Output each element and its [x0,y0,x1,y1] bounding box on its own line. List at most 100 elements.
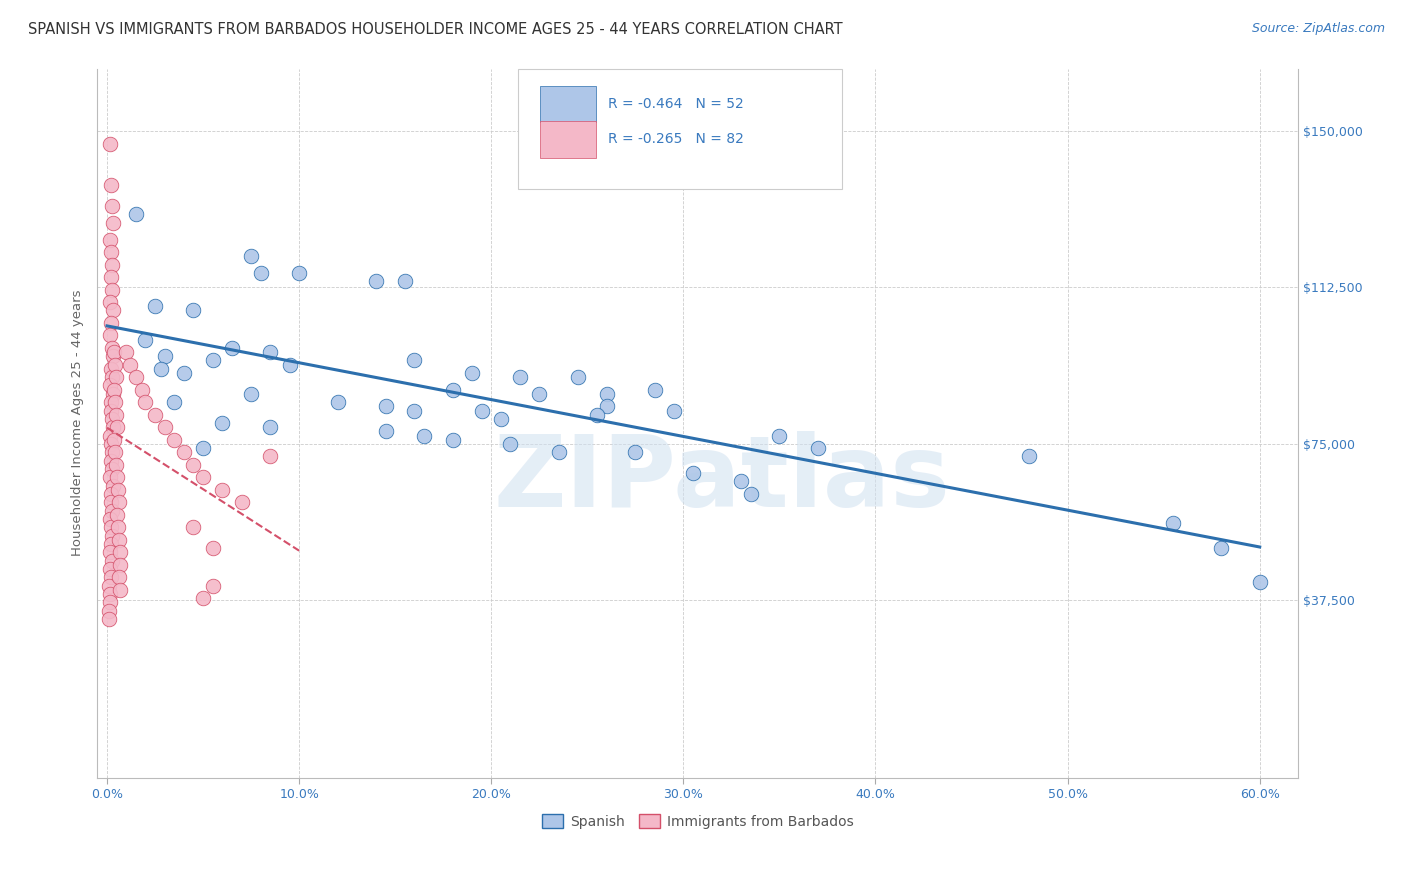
Point [183,458,205,472]
Point [374,400,396,414]
Point [143,299,166,313]
Point [211,416,233,430]
Point [98,136,121,151]
Point [100,378,122,392]
Point [100,595,122,609]
FancyBboxPatch shape [517,69,842,189]
Point [404,403,426,417]
Point [201,541,224,556]
Point [101,199,124,213]
Point [100,495,122,509]
Point [326,395,349,409]
Point [103,433,125,447]
Point [101,412,124,426]
Point [101,258,124,272]
Point [1161,516,1184,530]
Point [163,395,186,409]
Point [682,466,704,480]
Point [101,387,124,401]
Point [100,562,122,576]
Point [183,520,205,534]
Point [211,483,233,497]
Point [100,453,122,467]
Point [100,178,122,193]
Point [586,408,609,422]
Point [107,483,129,497]
Point [100,270,122,285]
Point [259,450,281,464]
Point [153,349,176,363]
Point [149,361,172,376]
Point [259,420,281,434]
Point [100,316,122,330]
Point [107,520,129,534]
Point [173,366,195,380]
Point [461,366,484,380]
Point [143,408,166,422]
Point [101,503,124,517]
Point [183,303,205,318]
Point [103,345,125,359]
Point [107,570,129,584]
Point [163,433,186,447]
Point [100,245,122,260]
Point [110,558,132,572]
Point [125,370,148,384]
Point [259,345,281,359]
Point [288,266,311,280]
Point [98,579,121,593]
Point [595,387,617,401]
Legend: Spanish, Immigrants from Barbados: Spanish, Immigrants from Barbados [537,808,859,834]
Point [529,387,551,401]
Point [1211,541,1233,556]
Point [101,370,124,384]
Point [374,425,396,439]
Point [768,428,790,442]
Point [1249,574,1271,589]
Point [107,495,129,509]
Text: R = -0.464   N = 52: R = -0.464 N = 52 [607,97,744,111]
Point [662,403,685,417]
Point [201,353,224,368]
Point [100,395,122,409]
Point [131,383,153,397]
Point [100,328,122,343]
Text: ZIPatlas: ZIPatlas [494,431,950,528]
Point [441,383,464,397]
Point [191,441,214,455]
Point [740,487,762,501]
Point [278,358,301,372]
Point [101,349,124,363]
Point [567,370,589,384]
Text: Source: ZipAtlas.com: Source: ZipAtlas.com [1251,22,1385,36]
Point [807,441,830,455]
Point [134,395,156,409]
Point [104,408,127,422]
Point [153,420,176,434]
Text: SPANISH VS IMMIGRANTS FROM BARBADOS HOUSEHOLDER INCOME AGES 25 - 44 YEARS CORREL: SPANISH VS IMMIGRANTS FROM BARBADOS HOUS… [28,22,842,37]
Point [105,508,128,522]
Point [101,554,124,568]
FancyBboxPatch shape [540,86,596,122]
Point [105,470,128,484]
Point [441,433,464,447]
Point [471,403,494,417]
Point [98,587,121,601]
Point [191,591,214,606]
Point [105,420,128,434]
FancyBboxPatch shape [540,121,596,158]
Text: R = -0.265   N = 82: R = -0.265 N = 82 [607,132,744,146]
Point [100,520,122,534]
Point [98,295,121,310]
Point [100,428,122,442]
Point [107,533,129,547]
Point [201,579,224,593]
Point [240,387,263,401]
Point [98,604,121,618]
Point [595,400,617,414]
Point [98,545,121,559]
Point [1018,450,1040,464]
Point [101,216,124,230]
Point [644,383,666,397]
Point [173,445,195,459]
